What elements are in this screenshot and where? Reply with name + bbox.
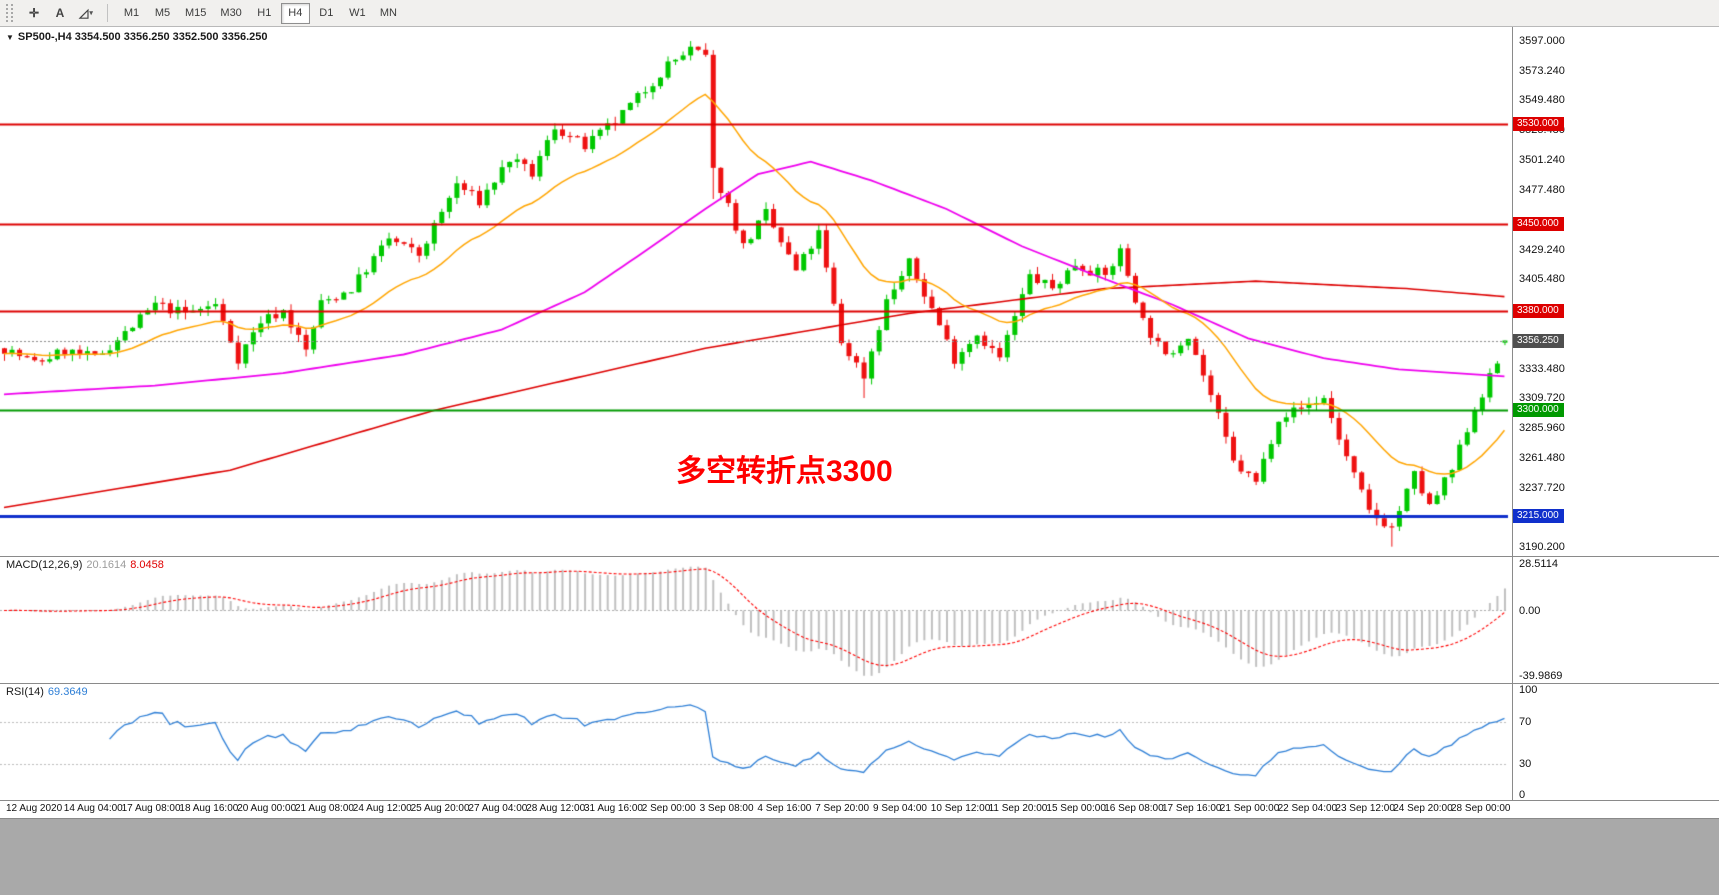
drawing-tools: ✛ A ◿ ▾ <box>22 2 98 24</box>
rsi-axis-tick: 70 <box>1519 715 1532 728</box>
support-3300-badge: 3300.000 <box>1513 403 1564 418</box>
symbol-dropdown-icon[interactable]: ▼ <box>6 33 14 42</box>
price-axis-tick: 3597.000 <box>1519 35 1565 48</box>
macd-name: MACD(12,26,9) <box>6 559 83 571</box>
timeframe-button-m30[interactable]: M30 <box>214 3 247 24</box>
text-label-tool-button[interactable]: A <box>48 2 72 24</box>
time-axis-label: 23 Sep 12:00 <box>1335 803 1395 814</box>
timeframe-group: M1 M5 M15 M30 H1 H4 D1 W1 MN <box>117 2 403 24</box>
price-axis-tick: 3549.480 <box>1519 94 1565 107</box>
timeframe-button-d1[interactable]: D1 <box>312 3 341 24</box>
time-axis-separator <box>0 800 1719 801</box>
macd-indicator-label: MACD(12,26,9) 20.1614 8.0458 <box>6 559 164 571</box>
timeframe-button-w1[interactable]: W1 <box>343 3 372 24</box>
toolbar-grip-handle[interactable] <box>6 4 13 22</box>
rsi-name: RSI(14) <box>6 686 44 698</box>
timeframe-button-h4[interactable]: H4 <box>280 2 310 24</box>
time-axis-label: 16 Sep 08:00 <box>1104 803 1164 814</box>
macd-axis-tick: -39.9869 <box>1519 669 1563 682</box>
symbol-ohlc-text: SP500-,H4 3354.500 3356.250 3352.500 335… <box>17 31 268 43</box>
time-axis-label: 17 Sep 16:00 <box>1162 803 1222 814</box>
time-axis-label: 7 Sep 20:00 <box>815 803 870 814</box>
time-axis-label: 3 Sep 08:00 <box>699 803 754 814</box>
time-axis-label: 18 Aug 16:00 <box>179 803 239 814</box>
time-axis[interactable]: 12 Aug 2020 14 Aug 04:00 17 Aug 08:00 18 Au… <box>0 801 1512 818</box>
price-axis-tick: 3309.720 <box>1519 392 1565 405</box>
time-axis-label: 12 Aug 2020 <box>6 803 63 814</box>
dropdown-caret-icon: ▾ <box>89 10 93 17</box>
time-axis-label: 25 Aug 20:00 <box>410 803 470 814</box>
rsi-indicator-label: RSI(14) 69.3649 <box>6 686 88 698</box>
rsi-value: 69.3649 <box>47 686 88 698</box>
time-axis-label: 4 Sep 16:00 <box>757 803 812 814</box>
time-axis-label: 10 Sep 12:00 <box>930 803 991 814</box>
price-axis-tick: 3333.480 <box>1519 362 1565 375</box>
price-axis-tick: 3261.480 <box>1519 452 1565 465</box>
macd-main-value: 20.1614 <box>86 559 127 571</box>
price-axis-tick: 3285.960 <box>1519 421 1565 434</box>
time-axis-label: 17 Aug 08:00 <box>121 803 181 814</box>
macd-signal-value: 8.0458 <box>130 559 164 571</box>
time-axis-label: 21 Sep 00:00 <box>1219 803 1280 814</box>
price-chart-canvas[interactable] <box>0 27 1512 800</box>
timeframe-button-m15[interactable]: M15 <box>179 3 212 24</box>
time-axis-label: 14 Aug 04:00 <box>63 803 123 814</box>
rsi-axis-tick: 100 <box>1519 684 1538 696</box>
price-axis-tick: 3501.240 <box>1519 154 1565 167</box>
time-axis-label: 24 Sep 20:00 <box>1393 803 1453 814</box>
symbol-ohlc-label: ▼ SP500-,H4 3354.500 3356.250 3352.500 33… <box>6 31 267 43</box>
chart-annotation: 多空转折点3300 <box>676 455 893 488</box>
time-axis-label: 11 Sep 20:00 <box>988 803 1048 814</box>
price-axis-tick: 3190.200 <box>1519 541 1565 554</box>
toolbar-separator <box>107 4 108 22</box>
resistance-3450-badge: 3450.000 <box>1513 216 1564 231</box>
crosshair-tool-icon: ✛ <box>28 6 40 20</box>
bottom-panel <box>0 818 1719 895</box>
timeframe-button-m5[interactable]: M5 <box>148 3 177 24</box>
timeframe-button-m1[interactable]: M1 <box>117 3 146 24</box>
main-toolbar: ✛ A ◿ ▾ M1 M5 M15 M30 H1 H4 D1 W1 MN <box>0 0 1719 27</box>
price-axis-border <box>1512 27 1513 800</box>
macd-axis-tick: 28.5114 <box>1519 557 1558 570</box>
time-axis-label: 27 Aug 04:00 <box>468 803 528 814</box>
crosshair-tool-button[interactable]: ✛ <box>22 2 46 24</box>
time-axis-label: 21 Aug 08:00 <box>295 803 354 814</box>
price-axis-tick: 3573.240 <box>1519 64 1565 77</box>
time-axis-label: 24 Aug 12:00 <box>352 803 412 814</box>
time-axis-label: 28 Sep 00:00 <box>1451 803 1511 814</box>
text-label-tool-icon: A <box>55 6 65 20</box>
resistance-3530-badge: 3530.000 <box>1513 117 1564 132</box>
time-axis-label: 2 Sep 00:00 <box>641 803 696 814</box>
rsi-axis-tick: 0 <box>1519 789 1526 801</box>
rsi-axis-tick: 30 <box>1519 757 1532 770</box>
rsi-panel-separator[interactable] <box>0 683 1719 684</box>
price-axis-tick: 3237.720 <box>1519 481 1565 494</box>
time-axis-label: 22 Sep 04:00 <box>1277 803 1338 814</box>
time-axis-label: 28 Aug 12:00 <box>526 803 586 814</box>
price-axis-tick: 3405.480 <box>1519 273 1565 286</box>
price-axis-tick: 3429.240 <box>1519 243 1565 256</box>
timeframe-button-mn[interactable]: MN <box>374 3 403 24</box>
drawing-objects-tool-icon: ◿ <box>79 6 89 20</box>
support-3215-badge: 3215.000 <box>1513 509 1564 524</box>
drawing-objects-tool-button[interactable]: ◿ ▾ <box>74 2 98 24</box>
price-axis-tick: 3477.480 <box>1519 183 1565 196</box>
price-axis[interactable]: 3597.0003573.2403549.4803525.4803501.240… <box>1512 0 1719 801</box>
time-axis-label: 9 Sep 04:00 <box>873 803 927 814</box>
time-axis-label: 31 Aug 16:00 <box>584 803 643 814</box>
resistance-3380-badge: 3380.000 <box>1513 303 1564 318</box>
current-price-badge: 3356.250 <box>1513 333 1564 348</box>
timeframe-button-h1[interactable]: H1 <box>250 3 279 24</box>
time-axis-label: 15 Sep 00:00 <box>1046 803 1106 814</box>
macd-axis-tick: 0.00 <box>1519 604 1541 617</box>
macd-panel-separator[interactable] <box>0 556 1719 557</box>
time-axis-label: 20 Aug 00:00 <box>237 803 297 814</box>
